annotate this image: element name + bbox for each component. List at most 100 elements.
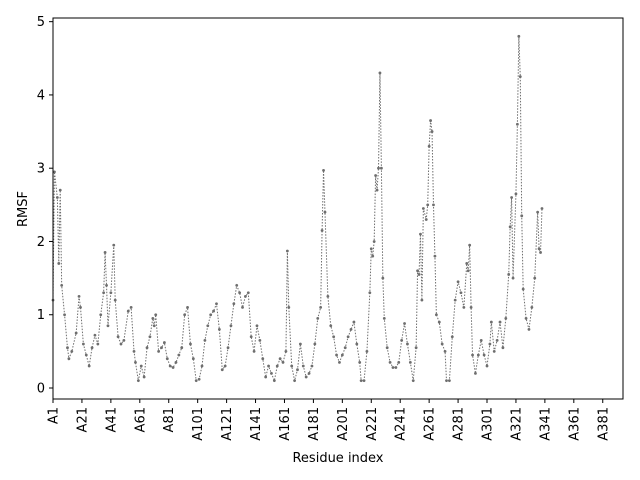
data-point [113, 298, 117, 302]
data-point [99, 313, 103, 317]
data-point [212, 309, 215, 313]
data-point [301, 364, 305, 368]
data-point [55, 196, 59, 199]
data-point [514, 192, 518, 196]
x-tick-label: A61 [133, 407, 148, 432]
data-point [352, 320, 356, 324]
data-point [249, 335, 253, 339]
data-point [293, 379, 296, 383]
data-point [281, 360, 285, 364]
data-point [84, 353, 88, 357]
data-point [313, 342, 317, 346]
data-point [93, 333, 97, 337]
x-tick-label: A161 [278, 407, 293, 441]
data-point [335, 353, 338, 357]
data-point [388, 360, 392, 364]
data-point [81, 342, 85, 346]
data-point [320, 229, 324, 232]
data-point [340, 353, 344, 357]
data-point [391, 366, 395, 369]
data-point [235, 284, 239, 287]
data-point [450, 335, 454, 339]
data-point [416, 269, 419, 273]
data-point [377, 166, 380, 170]
y-tick-label: 1 [37, 308, 45, 323]
x-axis-label: Residue index [292, 451, 383, 466]
data-point [163, 341, 166, 344]
data-point [465, 262, 469, 265]
x-tick-label: A381 [596, 407, 611, 441]
x-tick-label: A101 [191, 407, 206, 441]
data-point [539, 251, 542, 254]
y-tick-label: 3 [37, 162, 45, 177]
data-point [194, 379, 198, 383]
data-point [122, 338, 126, 342]
data-point [96, 342, 100, 346]
y-axis: 0 1 2 3 4 5 [37, 15, 53, 397]
data-point [186, 306, 189, 309]
data-point [77, 295, 81, 298]
data-point [116, 335, 120, 339]
data-point [408, 360, 412, 364]
data-point [510, 196, 513, 199]
data-point [414, 346, 418, 350]
data-point [278, 357, 282, 361]
data-point [310, 364, 314, 368]
y-tick-label: 2 [37, 235, 45, 250]
data-point [421, 207, 425, 210]
data-point [261, 357, 265, 361]
data-point [270, 371, 273, 375]
data-point [134, 360, 137, 364]
data-point [332, 335, 336, 339]
data-point [67, 357, 71, 361]
data-point [530, 306, 534, 309]
data-point [537, 247, 541, 251]
data-point [148, 335, 152, 339]
data-point [501, 346, 505, 350]
data-point [430, 130, 434, 133]
data-point [368, 291, 372, 295]
data-point [371, 254, 375, 258]
data-point [102, 291, 106, 295]
data-point [174, 360, 178, 364]
data-point [157, 349, 161, 353]
data-point [298, 342, 302, 346]
data-point [397, 360, 401, 364]
data-point [375, 188, 379, 192]
data-point [346, 335, 350, 339]
data-point [527, 327, 531, 331]
data-point [369, 247, 373, 251]
data-point [358, 360, 362, 364]
data-point [272, 379, 276, 383]
data-point [471, 353, 474, 357]
data-point [417, 273, 421, 276]
data-point [177, 353, 181, 357]
data-point [66, 346, 69, 350]
data-point [338, 360, 341, 364]
data-point [495, 338, 499, 342]
data-point [479, 338, 483, 342]
data-point [498, 320, 502, 324]
data-point [287, 306, 291, 309]
data-point [380, 166, 383, 170]
data-point [533, 276, 537, 280]
data-point [267, 364, 270, 368]
data-point [492, 349, 496, 353]
data-point [304, 375, 308, 379]
data-point [197, 377, 201, 381]
data-point [74, 331, 78, 335]
x-tick-label: A321 [509, 407, 524, 441]
data-point [411, 379, 415, 383]
data-point [180, 346, 184, 350]
data-point [466, 269, 470, 273]
data-point [403, 322, 406, 325]
data-point [58, 188, 62, 192]
data-point [437, 320, 441, 324]
x-tick-label: A21 [75, 407, 90, 432]
data-point [203, 338, 207, 342]
x-tick-label: A181 [307, 407, 322, 441]
data-point [469, 306, 473, 309]
x-tick-label: A141 [249, 407, 264, 441]
data-point [132, 349, 136, 353]
